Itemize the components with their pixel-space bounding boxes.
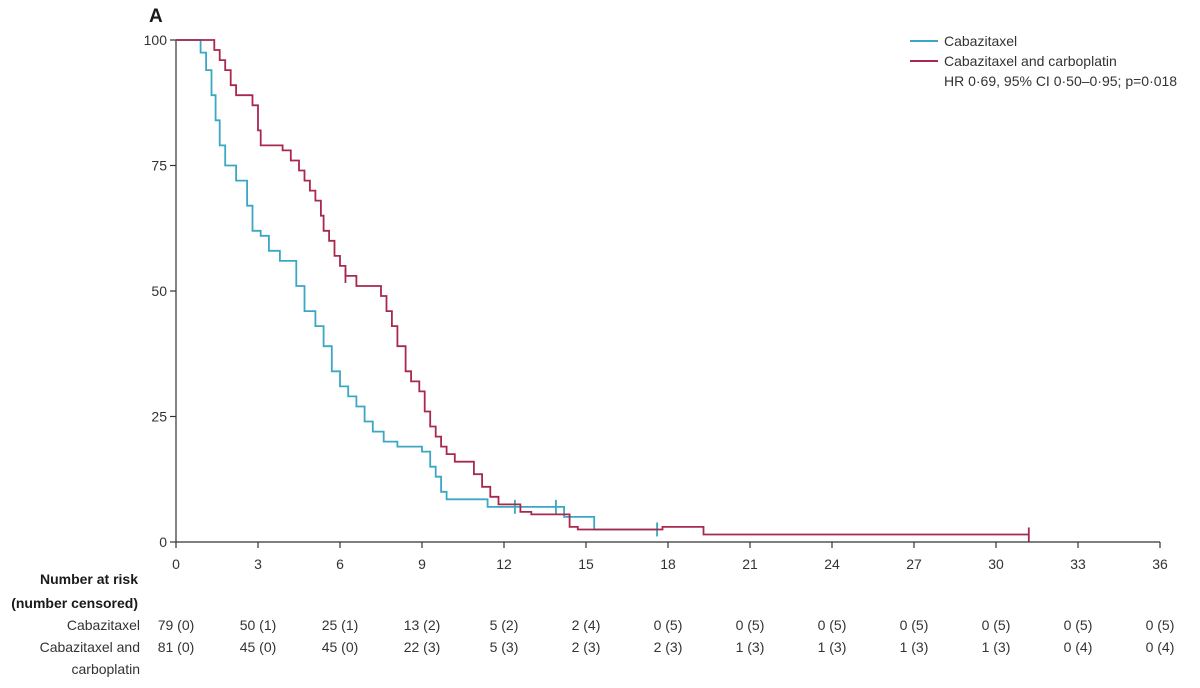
survival-curve-combination <box>176 39 1029 536</box>
x-tick-label: 36 <box>1152 556 1168 572</box>
risk-value: 1 (3) <box>736 639 765 655</box>
risk-value: 0 (5) <box>818 617 847 633</box>
risk-row-label-cont: carboplatin <box>72 661 141 677</box>
risk-value: 2 (3) <box>654 639 683 655</box>
x-tick-label: 30 <box>988 556 1004 572</box>
survival-curve-cabazitaxel <box>176 39 658 531</box>
x-tick-label: 0 <box>172 556 180 572</box>
risk-value: 22 (3) <box>404 639 441 655</box>
x-tick-label: 15 <box>578 556 594 572</box>
x-tick-label: 3 <box>254 556 262 572</box>
risk-row-label: Cabazitaxel and <box>40 639 140 655</box>
y-tick-label: 25 <box>151 409 167 425</box>
y-tick-label: 75 <box>151 158 167 174</box>
risk-value: 0 (5) <box>1064 617 1093 633</box>
legend-label: Cabazitaxel and carboplatin <box>944 53 1117 69</box>
risk-row-label: Cabazitaxel <box>67 617 140 633</box>
x-tick-label: 33 <box>1070 556 1086 572</box>
risk-value: 2 (4) <box>572 617 601 633</box>
risk-value: 1 (3) <box>982 639 1011 655</box>
risk-table-header: Number at risk <box>40 571 138 587</box>
risk-value: 0 (5) <box>736 617 765 633</box>
risk-value: 50 (1) <box>240 617 277 633</box>
risk-value: 5 (3) <box>490 639 519 655</box>
x-tick-label: 6 <box>336 556 344 572</box>
panel-title: A <box>149 6 163 27</box>
risk-value: 0 (5) <box>900 617 929 633</box>
risk-value: 0 (5) <box>654 617 683 633</box>
risk-value: 1 (3) <box>900 639 929 655</box>
y-tick-label: 50 <box>151 283 167 299</box>
legend-label: Cabazitaxel <box>944 33 1017 49</box>
risk-value: 5 (2) <box>490 617 519 633</box>
x-tick-label: 21 <box>742 556 758 572</box>
x-tick-label: 27 <box>906 556 922 572</box>
risk-value: 1 (3) <box>818 639 847 655</box>
x-tick-label: 18 <box>660 556 676 572</box>
risk-value: 13 (2) <box>404 617 441 633</box>
risk-value: 0 (4) <box>1146 639 1175 655</box>
risk-value: 45 (0) <box>240 639 277 655</box>
risk-value: 79 (0) <box>158 617 195 633</box>
y-tick-label: 100 <box>144 32 168 48</box>
risk-value: 81 (0) <box>158 639 195 655</box>
risk-table-subheader: (number censored) <box>11 595 138 611</box>
risk-value: 2 (3) <box>572 639 601 655</box>
y-tick-label: 0 <box>159 534 167 550</box>
risk-value: 0 (5) <box>982 617 1011 633</box>
legend-annotation: HR 0·69, 95% CI 0·50–0·95; p=0·018 <box>944 73 1177 89</box>
x-tick-label: 24 <box>824 556 840 572</box>
x-tick-label: 9 <box>418 556 426 572</box>
x-tick-label: 12 <box>496 556 512 572</box>
risk-value: 0 (4) <box>1064 639 1093 655</box>
risk-value: 25 (1) <box>322 617 359 633</box>
risk-value: 0 (5) <box>1146 617 1175 633</box>
risk-value: 45 (0) <box>322 639 359 655</box>
